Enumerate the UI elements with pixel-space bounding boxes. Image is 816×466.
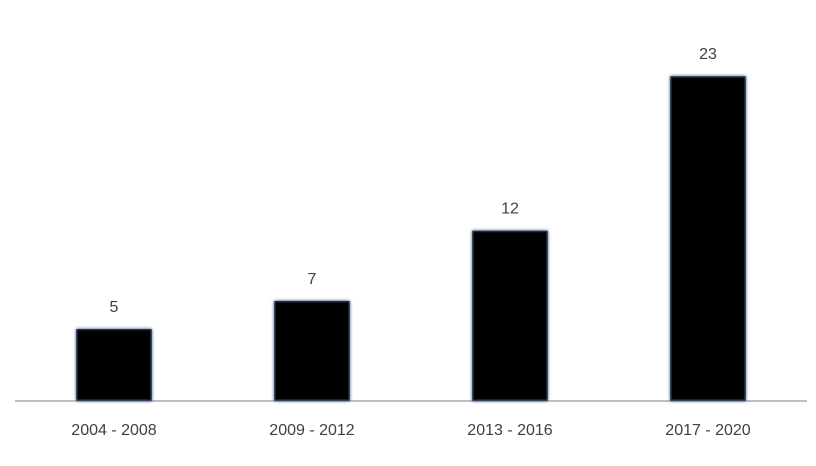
bar [472, 230, 548, 401]
x-tick-label: 2017 - 2020 [665, 422, 751, 439]
bar [76, 329, 152, 401]
data-label: 12 [501, 201, 519, 218]
bar [274, 300, 350, 401]
x-tick-label: 2004 - 2008 [71, 422, 157, 439]
data-label: 7 [308, 271, 317, 288]
x-tick-label: 2009 - 2012 [269, 422, 355, 439]
bar [670, 76, 746, 401]
data-label: 5 [110, 299, 119, 316]
data-label: 23 [699, 46, 717, 63]
x-tick-label: 2013 - 2016 [467, 422, 553, 439]
